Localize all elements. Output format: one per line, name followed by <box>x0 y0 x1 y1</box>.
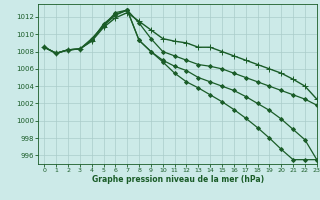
X-axis label: Graphe pression niveau de la mer (hPa): Graphe pression niveau de la mer (hPa) <box>92 175 264 184</box>
